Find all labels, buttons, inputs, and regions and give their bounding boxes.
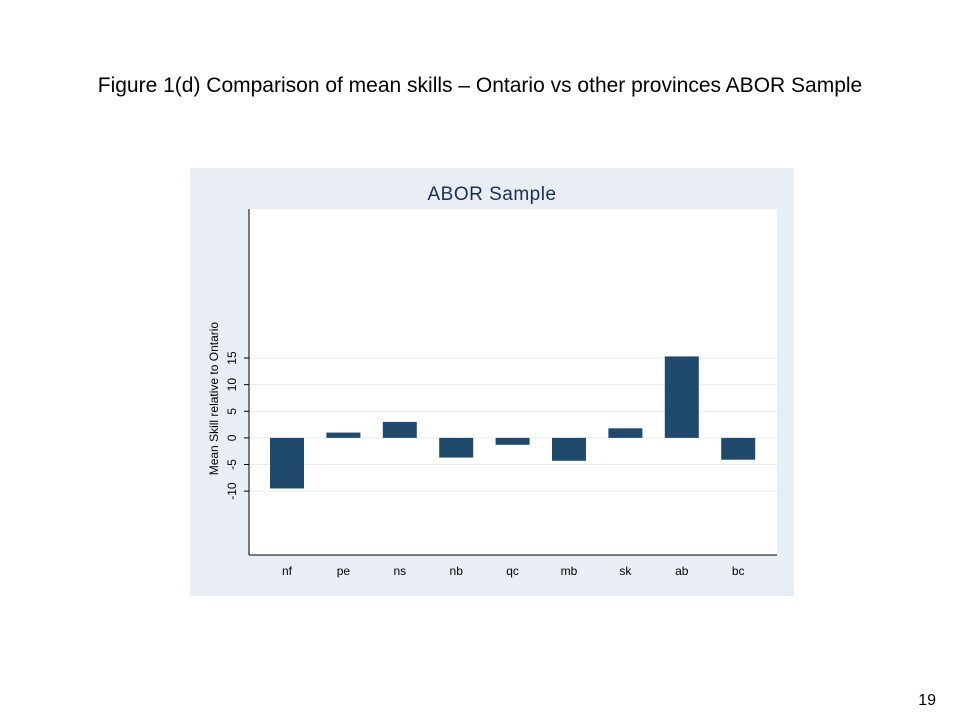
- bar-chart: -10 -5 0 5 10 15 Mean Skill relative to Ontari…: [207, 209, 777, 578]
- x-tick-label-nb: nb: [450, 564, 464, 578]
- x-tick-label-ab: ab: [675, 564, 689, 578]
- slide-title: Figure 1(d) Comparison of mean skills – …: [97, 74, 863, 97]
- chart-title: ABOR Sample: [427, 184, 557, 205]
- x-tick-label-nf: nf: [282, 564, 293, 578]
- bar-bc: [721, 437, 756, 460]
- x-tick-label-qc: qc: [506, 564, 519, 578]
- x-tick-label-bc: bc: [732, 564, 745, 578]
- bar-pe: [326, 432, 361, 438]
- bar-nb: [439, 437, 474, 458]
- y-tick-label: 5: [225, 408, 239, 415]
- bar-qc: [495, 437, 530, 445]
- x-tick-label-sk: sk: [619, 564, 632, 578]
- y-tick-label: 10: [225, 378, 239, 392]
- bar-ns: [382, 421, 417, 438]
- y-tick-label: -10: [225, 482, 239, 500]
- x-tick-label-ns: ns: [393, 564, 406, 578]
- page-number: 19: [918, 692, 936, 709]
- bar-nf: [270, 437, 304, 489]
- y-tick-label: 15: [225, 351, 239, 365]
- y-tick-label: 0: [225, 434, 239, 441]
- bar-ab: [664, 356, 699, 438]
- chart-container: ABOR Sample -10 -5 0 5 10 15 Mean Skill relati…: [190, 168, 794, 596]
- bar-sk: [608, 428, 643, 438]
- bar-mb: [552, 437, 586, 461]
- y-axis-title: Mean Skill relative to Ontario: [207, 322, 221, 476]
- y-tick-label: -5: [225, 459, 239, 470]
- x-tick-label-mb: mb: [561, 564, 578, 578]
- x-tick-label-pe: pe: [337, 564, 351, 578]
